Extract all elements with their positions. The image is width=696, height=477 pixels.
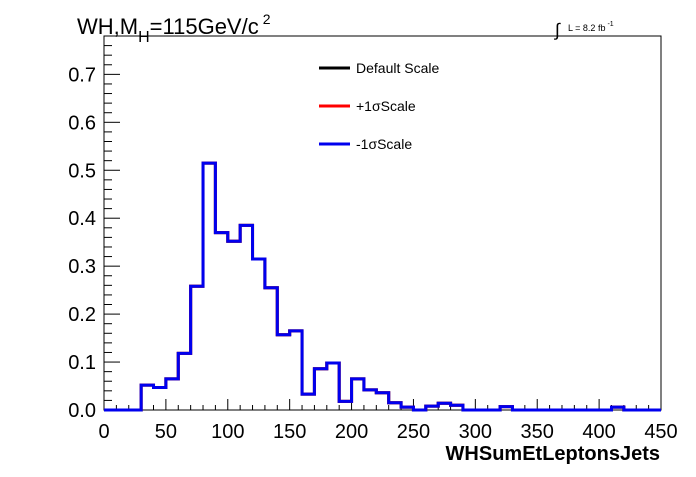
x-tick-label: 0 — [98, 421, 109, 443]
lumi-text: L = 8.2 fb -1 — [568, 21, 614, 33]
y-tick-label: 0.6 — [68, 112, 96, 134]
chart-title: WH,MH=115GeV/c 2 — [77, 11, 271, 46]
legend-label: -1σScale — [356, 136, 412, 152]
x-tick-label: 150 — [273, 421, 306, 443]
axes: 0 50 100 150 200 250 300 350 400 450 0.0 0.1 0.2 0.3 0… — [68, 35, 678, 443]
legend: Default Scale +1σScale -1σScale — [319, 60, 439, 152]
y-tick-label: 0.7 — [68, 64, 96, 86]
x-tick-label: 300 — [459, 421, 492, 443]
lumi-text-superscript: -1 — [607, 21, 613, 28]
chart-title-rest: =115GeV/c — [150, 14, 259, 39]
y-tick-label: 0.3 — [68, 256, 96, 278]
x-tick-label: 100 — [211, 421, 244, 443]
x-tick-label: 200 — [335, 421, 368, 443]
legend-label: Default Scale — [356, 60, 439, 76]
x-tick-label: 50 — [155, 421, 177, 443]
chart-title-subscript: H — [138, 29, 150, 46]
chart-title-superscript: 2 — [263, 11, 271, 27]
x-tick-label: 350 — [521, 421, 554, 443]
legend-label: +1σScale — [356, 98, 416, 114]
x-tick-label: 450 — [644, 421, 677, 443]
y-tick-label: 0.5 — [68, 160, 96, 182]
y-tick-label: 0.1 — [68, 352, 96, 374]
series-group — [104, 161, 661, 412]
lumi-integral: ∫ — [553, 20, 561, 40]
x-tick-label: 250 — [397, 421, 430, 443]
lumi-text-main: L = 8.2 fb — [568, 23, 605, 33]
x-axis-label: WHSumEtLeptonsJets — [446, 443, 660, 465]
chart-title-main: WH,M — [77, 14, 138, 39]
series-line-3 — [104, 161, 661, 412]
y-tick-label: 0.2 — [68, 304, 96, 326]
y-tick-label: 0.4 — [68, 208, 96, 230]
plot-frame — [103, 35, 662, 411]
x-tick-label: 400 — [582, 421, 615, 443]
y-tick-label: 0.0 — [68, 400, 96, 422]
